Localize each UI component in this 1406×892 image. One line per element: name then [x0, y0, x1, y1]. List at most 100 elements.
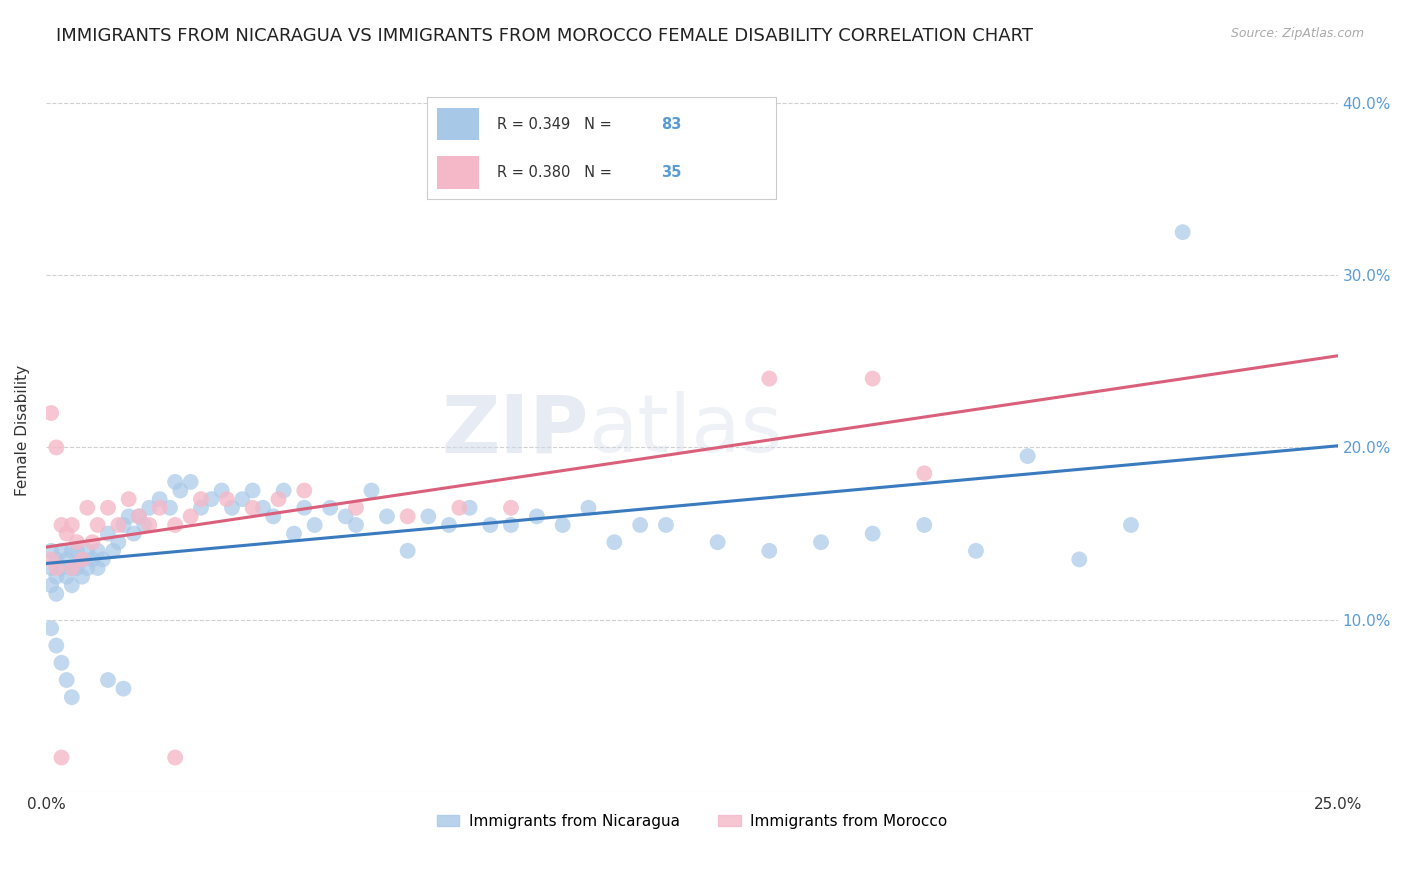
Point	[70, 552, 93, 566]
Point	[39, 406, 62, 420]
Point	[215, 492, 238, 507]
Point	[134, 518, 156, 533]
Point	[76, 544, 98, 558]
Point	[60, 561, 83, 575]
Text: IMMIGRANTS FROM NICARAGUA VS IMMIGRANTS FROM MOROCCO FEMALE DISABILITY CORRELATI: IMMIGRANTS FROM NICARAGUA VS IMMIGRANTS …	[56, 27, 1033, 45]
Point	[66, 544, 89, 558]
Point	[169, 483, 191, 498]
Point	[122, 526, 145, 541]
Point	[55, 526, 77, 541]
Point	[55, 552, 77, 566]
Point	[344, 518, 367, 533]
Point	[149, 500, 172, 515]
Point	[912, 518, 935, 533]
Point	[499, 518, 522, 533]
Point	[138, 500, 160, 515]
Point	[107, 518, 129, 533]
Point	[628, 518, 651, 533]
Point	[86, 544, 108, 558]
Point	[267, 492, 290, 507]
Point	[335, 509, 357, 524]
Point	[304, 518, 326, 533]
Point	[283, 526, 305, 541]
Point	[45, 587, 67, 601]
Point	[396, 544, 419, 558]
Point	[418, 509, 440, 524]
Point	[112, 518, 135, 533]
Point	[180, 475, 202, 489]
Point	[292, 500, 315, 515]
Point	[128, 509, 150, 524]
Legend: Immigrants from Nicaragua, Immigrants from Morocco: Immigrants from Nicaragua, Immigrants fr…	[430, 808, 953, 835]
Point	[165, 518, 187, 533]
Point	[82, 552, 104, 566]
Point	[375, 509, 398, 524]
Point	[51, 656, 73, 670]
Point	[437, 518, 460, 533]
Point	[810, 535, 832, 549]
Point	[91, 552, 114, 566]
Point	[551, 518, 574, 533]
Point	[39, 561, 62, 575]
Point	[97, 526, 120, 541]
Point	[60, 561, 83, 575]
Point	[862, 371, 884, 385]
Point	[262, 509, 284, 524]
Point	[39, 621, 62, 635]
Point	[319, 500, 342, 515]
Point	[51, 561, 73, 575]
Point	[706, 535, 728, 549]
Point	[70, 552, 93, 566]
Point	[221, 500, 243, 515]
Point	[66, 561, 89, 575]
Point	[86, 518, 108, 533]
Point	[76, 561, 98, 575]
Point	[97, 673, 120, 687]
Point	[252, 500, 274, 515]
Point	[82, 535, 104, 549]
Point	[211, 483, 233, 498]
Point	[273, 483, 295, 498]
Point	[578, 500, 600, 515]
Point	[117, 509, 139, 524]
Point	[396, 509, 419, 524]
Point	[39, 552, 62, 566]
Point	[292, 483, 315, 498]
Point	[758, 544, 780, 558]
Point	[70, 569, 93, 583]
Point	[45, 552, 67, 566]
Text: ZIP: ZIP	[441, 392, 589, 469]
Point	[45, 639, 67, 653]
Point	[60, 690, 83, 705]
Point	[60, 578, 83, 592]
Point	[51, 750, 73, 764]
Point	[138, 518, 160, 533]
Point	[45, 561, 67, 575]
Point	[912, 467, 935, 481]
Point	[758, 371, 780, 385]
Point	[55, 569, 77, 583]
Point	[479, 518, 502, 533]
Point	[655, 518, 678, 533]
Point	[86, 561, 108, 575]
Y-axis label: Female Disability: Female Disability	[15, 365, 30, 496]
Text: atlas: atlas	[589, 392, 783, 469]
Point	[107, 535, 129, 549]
Point	[97, 500, 120, 515]
Point	[344, 500, 367, 515]
Point	[66, 535, 89, 549]
Point	[60, 518, 83, 533]
Point	[526, 509, 548, 524]
Point	[200, 492, 222, 507]
Point	[39, 544, 62, 558]
Point	[101, 544, 124, 558]
Point	[51, 518, 73, 533]
Text: Source: ZipAtlas.com: Source: ZipAtlas.com	[1230, 27, 1364, 40]
Point	[965, 544, 987, 558]
Point	[39, 578, 62, 592]
Point	[51, 544, 73, 558]
Point	[117, 492, 139, 507]
Point	[1069, 552, 1091, 566]
Point	[499, 500, 522, 515]
Point	[1171, 225, 1194, 239]
